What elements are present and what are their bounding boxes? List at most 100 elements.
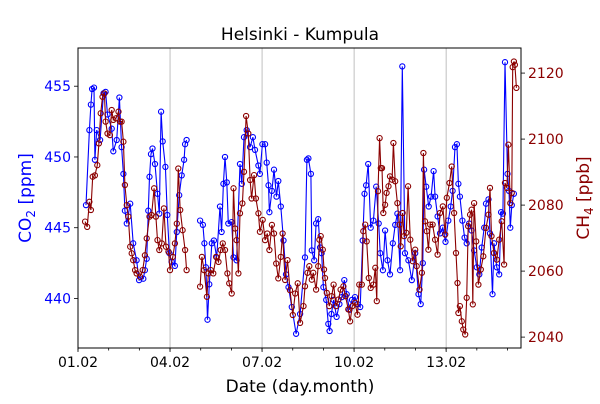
data-point-ch4 [462, 331, 469, 338]
data-point-co2 [499, 210, 507, 217]
data-point-ch4 [498, 218, 505, 225]
data-point-co2 [431, 193, 439, 200]
data-point-ch4 [245, 130, 252, 137]
data-point-ch4 [465, 223, 472, 230]
data-point-ch4 [308, 276, 315, 283]
data-point-ch4 [468, 206, 475, 213]
data-point-ch4 [511, 61, 519, 68]
data-point-ch4 [358, 281, 365, 288]
data-point-co2 [183, 136, 190, 144]
data-point-ch4 [443, 194, 450, 201]
data-point-co2 [133, 257, 140, 264]
data-point-ch4 [381, 201, 389, 208]
data-point-co2 [501, 59, 509, 66]
data-point-ch4 [101, 90, 108, 97]
data-point-co2 [265, 182, 272, 189]
data-point-ch4 [255, 210, 262, 217]
data-point-co2 [110, 148, 117, 155]
data-point-ch4 [503, 184, 511, 192]
y-left-tick-label: 455 [44, 79, 71, 95]
data-point-ch4 [304, 269, 311, 276]
data-point-co2 [362, 182, 370, 189]
data-point-co2 [149, 145, 156, 152]
data-point-ch4 [118, 118, 125, 125]
data-point-co2 [485, 196, 492, 203]
data-point-co2 [263, 159, 270, 166]
data-point-co2 [401, 250, 409, 257]
data-point-ch4 [239, 200, 246, 207]
x-tick-label: 13.02 [426, 355, 466, 371]
data-point-co2 [292, 330, 300, 337]
data-point-co2 [301, 254, 309, 261]
data-point-ch4 [139, 266, 146, 274]
data-point-co2 [285, 284, 292, 291]
data-point-co2 [123, 220, 130, 227]
data-point-ch4 [496, 236, 503, 243]
data-point-ch4 [326, 302, 333, 310]
series-layer [81, 58, 520, 338]
data-point-ch4 [264, 230, 271, 237]
data-point-co2 [120, 170, 127, 178]
y-left-tick-label: 440 [44, 291, 71, 307]
data-point-ch4 [477, 266, 484, 273]
data-point-ch4 [420, 149, 427, 157]
data-point-ch4 [346, 318, 354, 325]
data-point-co2 [507, 224, 514, 231]
data-point-ch4 [125, 213, 132, 220]
data-point-co2 [425, 203, 432, 210]
data-point-co2 [315, 216, 322, 223]
data-point-co2 [273, 193, 280, 200]
data-point-co2 [370, 217, 377, 224]
data-point-co2 [151, 160, 159, 168]
data-point-co2 [171, 262, 179, 270]
data-point-ch4 [351, 299, 359, 306]
data-point-ch4 [248, 195, 255, 202]
data-point-co2 [225, 220, 232, 227]
data-point-ch4 [277, 253, 284, 261]
data-point-ch4 [486, 184, 494, 192]
data-point-ch4 [396, 221, 403, 228]
data-point-ch4 [378, 164, 386, 172]
data-point-ch4 [181, 246, 189, 254]
data-point-co2 [459, 217, 466, 224]
data-point-co2 [86, 126, 93, 134]
data-point-co2 [463, 240, 470, 247]
data-point-co2 [328, 310, 335, 318]
data-point-ch4 [317, 232, 324, 240]
data-point-co2 [255, 162, 262, 169]
data-point-co2 [375, 220, 382, 227]
data-point-ch4 [289, 311, 296, 319]
data-point-ch4 [505, 141, 512, 148]
data-point-co2 [246, 143, 254, 151]
data-point-co2 [461, 234, 468, 241]
data-point-ch4 [270, 230, 278, 237]
data-point-co2 [367, 224, 374, 231]
data-point-ch4 [266, 246, 273, 254]
data-point-ch4 [196, 283, 204, 290]
series-line-ch4 [84, 61, 517, 335]
data-point-ch4 [294, 280, 301, 287]
data-point-co2 [102, 88, 109, 96]
data-point-co2 [243, 126, 250, 134]
data-point-co2 [386, 271, 394, 278]
data-point-ch4 [423, 228, 430, 235]
data-point-ch4 [246, 176, 254, 184]
data-point-ch4 [233, 236, 240, 244]
data-point-co2 [308, 247, 315, 254]
data-point-ch4 [345, 306, 352, 313]
data-point-ch4 [360, 228, 367, 235]
data-point-co2 [266, 209, 273, 216]
data-point-ch4 [300, 302, 307, 310]
data-point-ch4 [261, 236, 269, 244]
data-point-ch4 [439, 203, 446, 210]
data-point-co2 [323, 296, 330, 304]
data-point-ch4 [473, 238, 480, 245]
data-point-co2 [405, 257, 412, 264]
data-point-ch4 [321, 274, 329, 282]
data-point-ch4 [508, 189, 515, 197]
data-point-co2 [127, 200, 134, 207]
data-point-ch4 [475, 281, 482, 288]
data-point-ch4 [392, 178, 399, 185]
data-point-ch4 [442, 231, 449, 238]
